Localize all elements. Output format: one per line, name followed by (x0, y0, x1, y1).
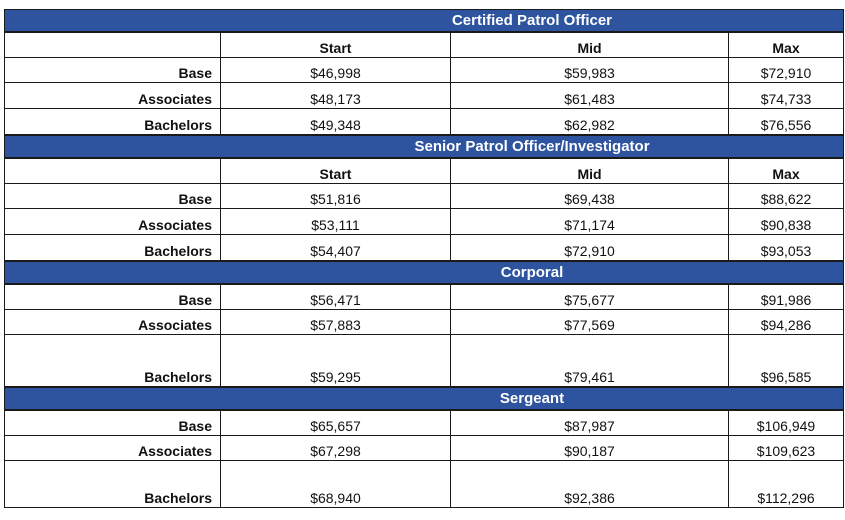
max-value: $90,838 (760, 217, 812, 233)
row-label: Associates (5, 209, 221, 234)
column-header-max: Max (772, 166, 800, 182)
column-header-start: Start (221, 159, 451, 183)
section-title: Corporal (500, 264, 564, 281)
start-value: $59,295 (221, 335, 451, 386)
start-value: $67,298 (221, 436, 451, 460)
mid-value: $62,982 (451, 109, 729, 134)
mid-value: $61,483 (451, 83, 729, 108)
mid-value: $92,386 (451, 461, 729, 507)
salary-table: Certified Patrol Officer Start Mid Max B… (4, 9, 844, 508)
section-title: Sergeant (499, 390, 565, 407)
start-value: $53,111 (221, 209, 451, 234)
section-senior-patrol-officer-investigator: Senior Patrol Officer/Investigator Start… (4, 135, 844, 261)
mid-value: $69,438 (451, 184, 729, 208)
max-value: $76,556 (760, 117, 812, 133)
column-header-row: Start Mid Max (4, 33, 844, 58)
blank-header-cell (5, 159, 221, 183)
start-value: $51,816 (221, 184, 451, 208)
mid-value: $79,461 (451, 335, 729, 386)
row-label: Bachelors (5, 235, 221, 260)
mid-value: $71,174 (451, 209, 729, 234)
max-value: $72,910 (760, 65, 812, 81)
table-row: Base $56,471 $75,677 $91,986 (4, 285, 844, 310)
max-value: $112,296 (757, 490, 815, 506)
column-header-mid: Mid (451, 33, 729, 57)
table-row: Associates $67,298 $90,187 $109,623 (4, 436, 844, 461)
max-value: $106,949 (756, 418, 816, 434)
row-label: Bachelors (5, 335, 221, 386)
max-value: $94,286 (760, 317, 812, 333)
table-row: Bachelors $59,295 $79,461 $96,585 (4, 335, 844, 387)
mid-value: $77,569 (451, 310, 729, 334)
row-label: Associates (5, 436, 221, 460)
section-header: Senior Patrol Officer/Investigator (4, 135, 844, 159)
column-header-max: Max (772, 40, 800, 56)
row-label: Associates (5, 310, 221, 334)
blank-header-cell (5, 33, 221, 57)
table-row: Associates $57,883 $77,569 $94,286 (4, 310, 844, 335)
mid-value: $87,987 (451, 411, 729, 435)
mid-value: $75,677 (451, 285, 729, 309)
max-value: $109,623 (756, 443, 816, 459)
section-sergeant: Sergeant Base $65,657 $87,987 $106,949 A… (4, 387, 844, 508)
start-value: $49,348 (221, 109, 451, 134)
column-header-start: Start (221, 33, 451, 57)
row-label: Base (5, 184, 221, 208)
table-row: Base $51,816 $69,438 $88,622 (4, 184, 844, 209)
column-header-row: Start Mid Max (4, 159, 844, 184)
start-value: $56,471 (221, 285, 451, 309)
start-value: $48,173 (221, 83, 451, 108)
table-row: Bachelors $68,940 $92,386 $112,296 (4, 461, 844, 508)
start-value: $57,883 (221, 310, 451, 334)
max-value: $96,585 (760, 369, 812, 385)
row-label: Bachelors (5, 461, 221, 507)
max-value: $93,053 (760, 243, 812, 259)
section-header: Sergeant (4, 387, 844, 411)
mid-value: $59,983 (451, 58, 729, 82)
section-certified-patrol-officer: Certified Patrol Officer Start Mid Max B… (4, 9, 844, 135)
table-row: Bachelors $54,407 $72,910 $93,053 (4, 235, 844, 261)
column-header-mid: Mid (451, 159, 729, 183)
section-header: Certified Patrol Officer (4, 9, 844, 33)
start-value: $46,998 (221, 58, 451, 82)
max-value: $88,622 (760, 191, 812, 207)
section-corporal: Corporal Base $56,471 $75,677 $91,986 As… (4, 261, 844, 387)
max-value: $74,733 (760, 91, 812, 107)
row-label: Base (5, 285, 221, 309)
max-value: $91,986 (760, 292, 812, 308)
start-value: $65,657 (221, 411, 451, 435)
section-title: Senior Patrol Officer/Investigator (414, 138, 650, 155)
table-row: Base $65,657 $87,987 $106,949 (4, 411, 844, 436)
table-row: Associates $48,173 $61,483 $74,733 (4, 83, 844, 109)
row-label: Bachelors (5, 109, 221, 134)
table-row: Bachelors $49,348 $62,982 $76,556 (4, 109, 844, 135)
row-label: Base (5, 411, 221, 435)
start-value: $54,407 (221, 235, 451, 260)
table-row: Base $46,998 $59,983 $72,910 (4, 58, 844, 83)
section-header: Corporal (4, 261, 844, 285)
start-value: $68,940 (221, 461, 451, 507)
row-label: Base (5, 58, 221, 82)
table-row: Associates $53,111 $71,174 $90,838 (4, 209, 844, 235)
section-title: Certified Patrol Officer (451, 12, 613, 29)
mid-value: $90,187 (451, 436, 729, 460)
row-label: Associates (5, 83, 221, 108)
mid-value: $72,910 (451, 235, 729, 260)
